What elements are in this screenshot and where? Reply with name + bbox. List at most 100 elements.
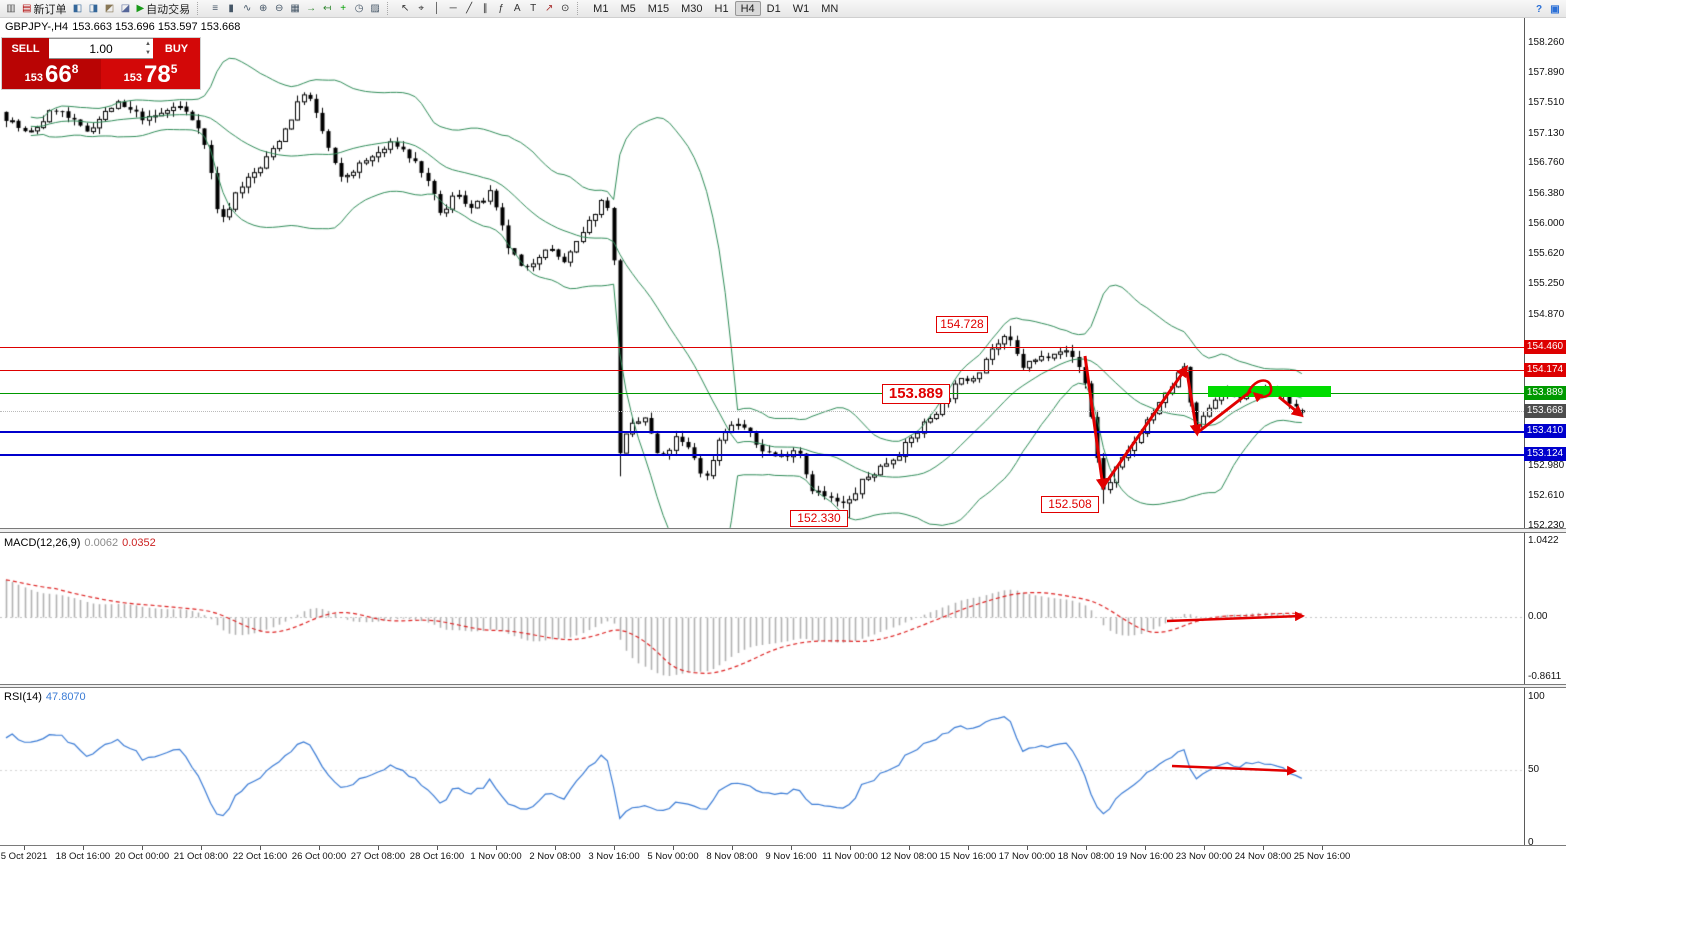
- label-tool-button[interactable]: T: [525, 1, 541, 17]
- annotation-153.889[interactable]: 153.889: [882, 384, 950, 404]
- macd-axis-label-1.0422: 1.0422: [1528, 535, 1559, 546]
- timeframe-button-d1[interactable]: D1: [766, 2, 781, 15]
- timeframe-button-m1[interactable]: M1: [593, 2, 609, 15]
- buy-button[interactable]: BUY: [153, 38, 200, 59]
- macd-axis-label-0.00: 0.00: [1528, 611, 1548, 622]
- green-zone-rectangle[interactable]: [1208, 386, 1331, 397]
- vertical-line-icon[interactable]: │: [429, 1, 445, 17]
- hline-153.668[interactable]: [0, 410, 1524, 412]
- annotation-152.330[interactable]: 152.330: [790, 510, 848, 527]
- fibonacci-icon: ƒ: [498, 3, 504, 14]
- time-axis-label: 28 Oct 16:00: [409, 851, 465, 862]
- navigator-icon[interactable]: ◩: [101, 1, 117, 17]
- hline-153.124[interactable]: [0, 454, 1524, 457]
- volume-up-icon[interactable]: ▲: [145, 41, 151, 47]
- timeframe-button-h4[interactable]: H4: [734, 1, 761, 16]
- cursor-icon: ↖: [400, 3, 410, 14]
- periods-icon[interactable]: ◷: [351, 1, 367, 17]
- terminal-icon: ◪: [120, 3, 131, 14]
- price-badge-153.668: 153.668: [1524, 403, 1566, 418]
- data-window-icon[interactable]: ◨: [85, 1, 101, 17]
- time-axis-tick: [791, 846, 792, 850]
- navigator-icon: ◩: [104, 3, 115, 14]
- hline-154.460[interactable]: [0, 347, 1524, 349]
- time-axis-label: 27 Oct 08:00: [350, 851, 406, 862]
- hline-153.410[interactable]: [0, 431, 1524, 434]
- autotrading-button[interactable]: ▶ 自动交易: [133, 1, 193, 17]
- time-axis-label: 9 Nov 16:00: [765, 851, 817, 862]
- price-axis-label-155.250: 155.250: [1528, 278, 1565, 290]
- sell-price-display[interactable]: 153 66 8: [2, 59, 101, 89]
- help-icon: ?: [1535, 3, 1543, 15]
- community-icon[interactable]: ▣: [1547, 1, 1563, 17]
- arrows-tool-icon[interactable]: ↗: [541, 1, 557, 17]
- price-badge-153.410: 153.410: [1524, 424, 1566, 439]
- time-axis-tick: [142, 846, 143, 850]
- price-badge-154.460: 154.460: [1524, 340, 1566, 355]
- tile-windows-icon[interactable]: ▦: [287, 1, 303, 17]
- chart-macd-splitter[interactable]: [0, 528, 1566, 533]
- hline-153.889[interactable]: [0, 393, 1524, 395]
- timeframe-button-m30[interactable]: M30: [681, 2, 703, 15]
- auto-scroll-icon[interactable]: →: [303, 1, 319, 17]
- buy-price-display[interactable]: 153 78 5: [101, 59, 200, 89]
- terminal-icon[interactable]: ◪: [117, 1, 133, 17]
- timeframe-button-w1[interactable]: W1: [792, 2, 810, 15]
- time-axis-tick: [1263, 846, 1264, 850]
- candlestick-chart-icon[interactable]: ▮: [223, 1, 239, 17]
- time-axis-label: 15 Nov 16:00: [939, 851, 997, 862]
- rsi-axis-label-100: 100: [1528, 691, 1545, 702]
- macd-rsi-splitter[interactable]: [0, 684, 1566, 688]
- channel-icon[interactable]: ∥: [477, 1, 493, 17]
- volume-down-icon[interactable]: ▼: [145, 50, 151, 56]
- time-axis-label: 19 Nov 16:00: [1116, 851, 1174, 862]
- help-icon[interactable]: ?: [1531, 1, 1547, 17]
- tile-windows-icon: ▦: [290, 3, 300, 14]
- new-chart-icon[interactable]: ▥: [3, 1, 19, 17]
- volume-input[interactable]: 1.00 ▲ ▼: [49, 38, 153, 59]
- horizontal-line-icon[interactable]: ─: [445, 1, 461, 17]
- chart-shift-icon[interactable]: ↤: [319, 1, 335, 17]
- annotation-154.728[interactable]: 154.728: [936, 316, 988, 333]
- trendline-icon: ╱: [466, 3, 473, 14]
- time-axis-border: [0, 845, 1566, 846]
- cursor-icon[interactable]: ↖: [397, 1, 413, 17]
- crosshair-icon[interactable]: ⌖: [413, 1, 429, 17]
- bar-chart-icon[interactable]: ≡: [207, 1, 223, 17]
- rsi-name: RSI(14): [4, 691, 42, 703]
- timeframe-button-mn[interactable]: MN: [821, 2, 839, 15]
- fibonacci-icon[interactable]: ƒ: [493, 1, 509, 17]
- sell-button[interactable]: SELL: [2, 38, 49, 59]
- zoom-in-icon[interactable]: ⊕: [255, 1, 271, 17]
- price-axis-label-157.890: 157.890: [1528, 66, 1565, 78]
- templates-icon[interactable]: ▨: [367, 1, 383, 17]
- text-tool-button[interactable]: A: [509, 1, 525, 17]
- new-order-button[interactable]: ▤ 新订单: [19, 1, 69, 17]
- line-chart-icon[interactable]: ∿: [239, 1, 255, 17]
- timeframe-button-m5[interactable]: M5: [620, 2, 636, 15]
- time-axis-tick: [614, 846, 615, 850]
- trendline-icon[interactable]: ╱: [461, 1, 477, 17]
- time-axis-label: 3 Nov 16:00: [588, 851, 640, 862]
- cycles-icon[interactable]: ⊙: [557, 1, 573, 17]
- time-axis-tick: [201, 846, 202, 850]
- indicators-icon[interactable]: +: [335, 1, 351, 17]
- buy-price-pips: 78: [143, 61, 171, 88]
- zoom-in-icon: ⊕: [258, 3, 268, 14]
- time-axis-label: 17 Nov 00:00: [998, 851, 1056, 862]
- market-watch-icon[interactable]: ◧: [69, 1, 85, 17]
- price-axis-label-157.510: 157.510: [1528, 97, 1565, 109]
- hline-154.174[interactable]: [0, 370, 1524, 372]
- price-chart-canvas[interactable]: [0, 0, 1566, 938]
- time-axis-tick: [24, 846, 25, 850]
- data-window-icon: ◨: [88, 3, 99, 14]
- crosshair-icon: ⌖: [418, 3, 424, 14]
- time-axis-tick: [437, 846, 438, 850]
- price-axis-label-155.620: 155.620: [1528, 248, 1565, 260]
- zoom-out-icon[interactable]: ⊖: [271, 1, 287, 17]
- timeframe-button-m15[interactable]: M15: [647, 2, 670, 15]
- time-axis-tick: [319, 846, 320, 850]
- mt4-window: ▥ ▤ 新订单 ◧ ◨ ◩ ◪ ▶ 自动交易 ≡ ▮ ∿ ⊕ ⊖ ▦ → ↤ + ◷ ▨ ↖ ⌖ │ ─ ╱ ∥ ƒ A T ↗ ⊙ M1 M5…: [0, 0, 1566, 938]
- annotation-152.508[interactable]: 152.508: [1041, 496, 1099, 513]
- timeframe-button-h1[interactable]: H1: [714, 2, 729, 15]
